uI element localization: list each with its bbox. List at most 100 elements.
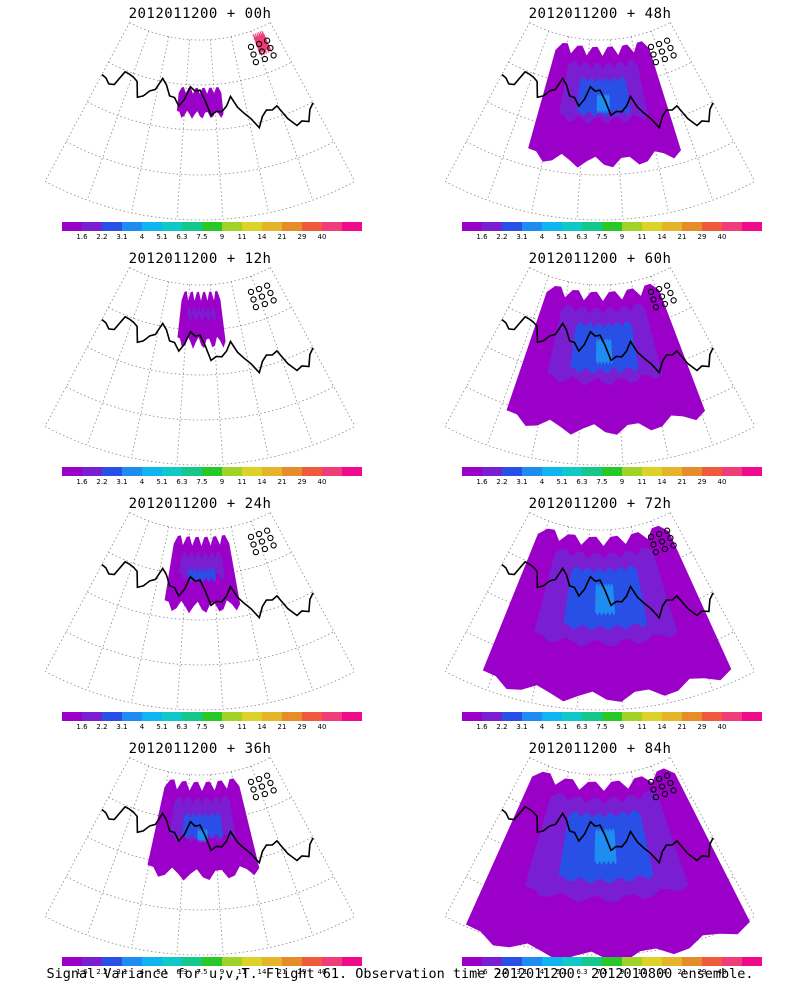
colorbar-tick-label: 6.3	[176, 478, 188, 486]
colorbar-tick-label: 11	[237, 478, 247, 486]
colorbar-swatch	[62, 957, 82, 966]
latitude-line	[529, 267, 671, 286]
colorbar-swatch	[602, 222, 622, 231]
colorbar-tick-label: 4	[139, 723, 145, 731]
colorbar-swatch	[142, 957, 162, 966]
meridian-line	[130, 36, 170, 213]
colorbar-swatch	[582, 957, 602, 966]
meridian-line	[270, 22, 356, 182]
colorbar-tick-label: 11	[237, 233, 247, 241]
polar-map	[444, 267, 756, 466]
colorbar-labels: 1.6 2.2 3.1 4 5.1 6.3 7.5 9 11 14 21 29 40	[456, 968, 766, 978]
colorbar-tick-label: 21	[277, 723, 287, 731]
colorbar-tick-label: 1.6	[76, 968, 88, 976]
colorbar-swatch	[202, 712, 222, 721]
colorbar-labels: 1.6 2.2 3.1 4 5.1 6.3 7.5 9 11 14 21 29 40	[56, 968, 366, 978]
colorbar-tick-label: 7.5	[596, 233, 608, 241]
island-outline	[252, 793, 260, 801]
polar-map	[444, 22, 756, 221]
panel-title: 2012011200 + 24h	[128, 496, 272, 512]
meridian-line	[230, 526, 270, 703]
variance-region-peak	[595, 338, 613, 365]
colorbar-tick-label: 6.3	[176, 968, 188, 976]
island-outline	[650, 541, 657, 548]
colorbar-swatch	[282, 222, 302, 231]
colorbar-swatch	[682, 712, 702, 721]
colorbar-tick-label: 11	[637, 478, 647, 486]
colorbar-tick-label: 6.3	[576, 233, 588, 241]
colorbar-swatch	[482, 712, 502, 721]
island-outline	[267, 44, 274, 52]
colorbar-tick-label: 5.1	[556, 478, 568, 486]
island-outline	[652, 58, 660, 66]
island-outline	[263, 37, 271, 44]
colorbar-tick-label: 2.2	[496, 233, 508, 241]
colorbar-tick-label: 11	[237, 723, 247, 731]
colorbar-swatch	[742, 957, 762, 966]
island-outline	[658, 293, 666, 300]
variance-region-mid	[186, 307, 216, 323]
island-outline	[250, 541, 257, 548]
colorbar-tick-label: 9	[219, 478, 225, 486]
colorbar-tick-label: 7.5	[196, 723, 208, 731]
colorbar-tick-label: 4	[139, 968, 145, 976]
colorbar-swatch	[462, 957, 482, 966]
colorbar-swatch	[722, 467, 742, 476]
colorbar-swatch	[342, 712, 362, 721]
colorbar-labels: 1.6 2.2 3.1 4 5.1 6.3 7.5 9 11 14 21 29 40	[56, 723, 366, 733]
colorbar-swatch	[142, 222, 162, 231]
island-outline	[250, 786, 257, 793]
map-panel-12h: 2012011200 + 12h 1.6 2.2 3.1 4 5.1 6.3 7.5 9 11 1…	[0, 245, 400, 490]
island-outline	[652, 548, 660, 556]
island-outline	[270, 787, 277, 794]
panel-title: 2012011200 + 00h	[128, 6, 272, 22]
colorbar-swatch	[322, 957, 342, 966]
island-outline	[263, 527, 271, 534]
island-outline	[655, 530, 663, 538]
colorbar-tick-label: 29	[697, 968, 707, 976]
colorbar-swatch	[82, 957, 102, 966]
colorbar-swatch	[182, 222, 202, 231]
island-outline	[667, 289, 674, 297]
island-outline	[247, 43, 255, 51]
map-panel-24h: 2012011200 + 24h 1.6 2.2 3.1 4 5.1 6.3 7.5 9 11 1…	[0, 490, 400, 735]
island-outline	[647, 533, 655, 541]
colorbar-swatch	[122, 467, 142, 476]
colorbar-swatch	[202, 957, 222, 966]
colorbar-tick-label: 5.1	[156, 968, 168, 976]
colorbar-tick-label: 7.5	[596, 478, 608, 486]
colorbar-tick-label: 7.5	[596, 723, 608, 731]
panel-title: 2012011200 + 12h	[128, 251, 272, 267]
colorbar	[462, 957, 762, 966]
colorbar-tick-label: 14	[657, 233, 667, 241]
colorbar-swatch	[182, 467, 202, 476]
island-outline	[658, 48, 666, 55]
colorbar-swatch	[222, 467, 242, 476]
island-outline	[270, 52, 277, 59]
island-outline	[655, 775, 663, 783]
panel-title: 2012011200 + 36h	[128, 741, 272, 757]
colorbar-swatch	[302, 957, 322, 966]
colorbar-tick-label: 5.1	[156, 233, 168, 241]
island-outline	[247, 533, 255, 541]
colorbar-tick-label: 6.3	[176, 723, 188, 731]
latitude-line	[129, 512, 271, 531]
colorbar-swatch	[102, 712, 122, 721]
latitude-line	[108, 551, 292, 576]
colorbar-swatch	[662, 712, 682, 721]
island-outline	[267, 779, 274, 787]
colorbar-swatch	[742, 712, 762, 721]
colorbar-swatch	[602, 957, 622, 966]
colorbar-tick-label: 2.2	[96, 723, 108, 731]
colorbar-swatch	[302, 467, 322, 476]
island-outline	[255, 530, 263, 538]
latitude-line	[108, 61, 292, 86]
colorbar-tick-label: 2.2	[496, 478, 508, 486]
colorbar-tick-label: 2.2	[496, 723, 508, 731]
colorbar-swatch	[102, 467, 122, 476]
colorbar-swatch	[262, 957, 282, 966]
colorbar-tick-label: 7.5	[596, 968, 608, 976]
map-panel-60h: 2012011200 + 60h 1.6 2.2 3.1 4 5.1 6.3 7.5 9 11 1…	[400, 245, 800, 490]
colorbar-swatch	[482, 222, 502, 231]
colorbar-tick-label: 29	[297, 968, 307, 976]
